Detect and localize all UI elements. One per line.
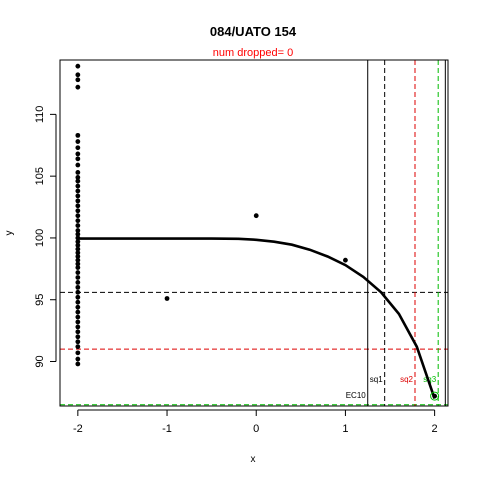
data-point [75, 162, 81, 168]
y-tick-label: 90 [34, 355, 46, 367]
data-point [75, 156, 81, 162]
data-point [75, 183, 81, 189]
data-point [75, 250, 81, 256]
y-tick-label: 100 [34, 229, 46, 247]
line-label-ec10: EC10 [346, 391, 367, 400]
data-point [75, 139, 81, 144]
data-point [75, 339, 81, 345]
data-point [432, 393, 438, 399]
data-point [75, 228, 81, 233]
data-point [343, 257, 348, 263]
data-point [75, 284, 81, 290]
line-label-sq3: sq3 [423, 375, 436, 384]
data-point [75, 319, 81, 325]
data-point [75, 329, 81, 335]
data-point [75, 246, 81, 252]
y-tick-label: 105 [34, 167, 46, 185]
data-point [75, 231, 81, 237]
fit-curve-group [77, 237, 436, 400]
data-point [75, 151, 81, 157]
data-point [75, 77, 81, 83]
data-point [75, 324, 81, 330]
x-tick-label: 2 [432, 423, 438, 435]
data-point [75, 361, 81, 367]
highlight-point [430, 391, 440, 401]
data-points [75, 63, 440, 401]
data-point [75, 304, 81, 310]
data-point [75, 63, 81, 69]
x-axis-label: x [251, 454, 256, 465]
y-tick-label: 110 [34, 106, 46, 124]
data-point [75, 170, 81, 175]
data-point [75, 356, 81, 362]
chart-subtitle: num dropped= 0 [213, 47, 293, 59]
data-point [75, 84, 81, 90]
data-point [253, 213, 259, 219]
data-point [75, 145, 81, 151]
data-point [75, 218, 81, 224]
data-point [75, 132, 81, 138]
data-point [75, 280, 81, 285]
data-point [75, 213, 81, 219]
data-point [75, 254, 81, 259]
x-tick-label: -2 [73, 423, 83, 435]
data-point [75, 289, 81, 295]
y-tick-label: 95 [34, 294, 46, 306]
x-tick-label: 1 [342, 423, 348, 435]
data-point [75, 309, 81, 315]
data-point [75, 314, 81, 320]
plot-frame [59, 59, 449, 407]
data-point [75, 193, 81, 199]
data-point [75, 334, 81, 340]
data-point [75, 203, 81, 209]
data-point [75, 72, 81, 78]
fit-curve [77, 237, 436, 400]
data-point [75, 178, 81, 184]
data-point [75, 223, 81, 228]
data-point [75, 208, 81, 214]
data-point [75, 235, 81, 241]
data-point [75, 188, 81, 194]
chart-title: 084/UATO 154 [210, 24, 297, 39]
data-point [75, 294, 81, 300]
data-point [75, 270, 81, 275]
data-point [164, 296, 170, 301]
data-point [75, 239, 81, 245]
data-point [75, 344, 81, 350]
line-label-sq2: sq2 [400, 375, 413, 384]
data-point [75, 257, 81, 263]
y-axis-label: y [4, 231, 15, 236]
x-tick-label: 0 [253, 423, 259, 435]
data-point [75, 174, 81, 180]
line-label-sq1: sq1 [370, 375, 383, 384]
data-point [75, 261, 81, 267]
data-point [75, 242, 81, 248]
data-point [75, 275, 81, 280]
data-point [75, 299, 81, 305]
data-point [75, 350, 81, 356]
axes: -2 -1 0 1 2 90 95 100 105 110 [34, 106, 438, 435]
x-tick-label: -1 [162, 423, 172, 435]
data-point [75, 198, 81, 204]
data-point [75, 265, 81, 270]
